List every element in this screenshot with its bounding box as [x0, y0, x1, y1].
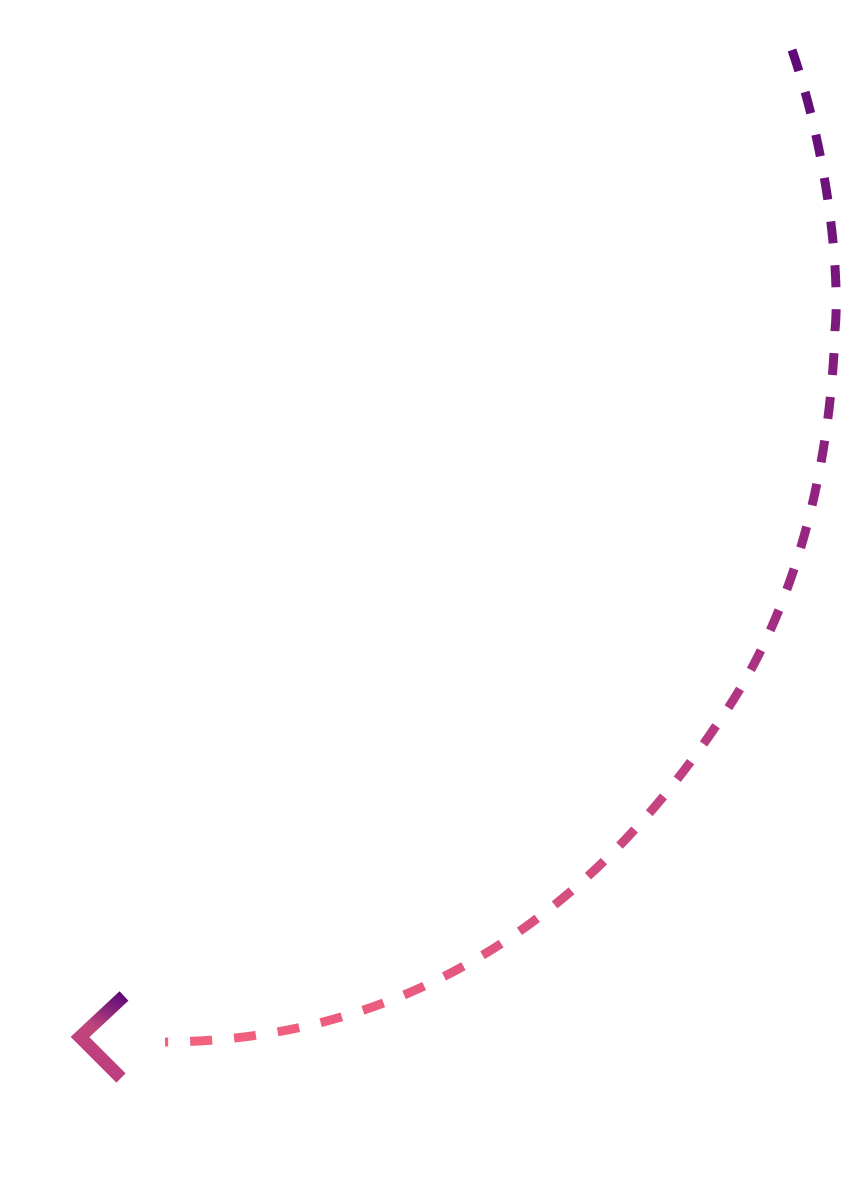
dashed-curve-line: [164, 48, 841, 1047]
chevron-left-icon: [70, 991, 129, 1083]
